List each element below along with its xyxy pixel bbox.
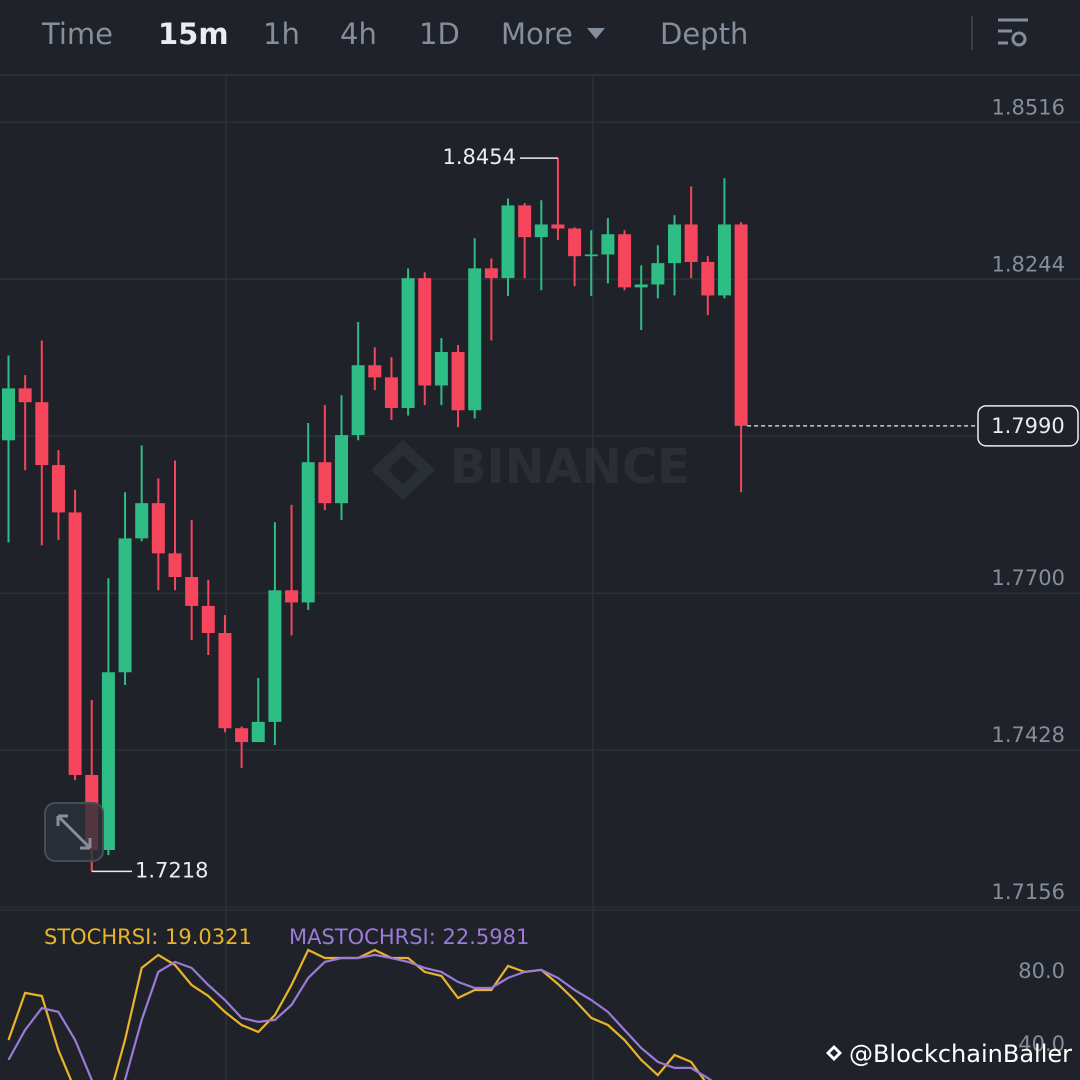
tab-bar: Time 15m 1h 4h 1D More Depth [41, 17, 748, 51]
price-chart: 1.8454 1.7218 [0, 121, 1080, 908]
candle-body [335, 435, 348, 504]
candle-body [434, 351, 448, 386]
candle-body [518, 205, 532, 238]
candle-body [468, 268, 482, 411]
candle-body [51, 465, 65, 513]
high-label: 1.8454 [443, 145, 516, 169]
candle-body [484, 268, 498, 279]
candle-body [734, 224, 748, 426]
candle-body [368, 365, 382, 378]
y-tick-label: 40.0 [1018, 1032, 1065, 1056]
stochrsi-axis: 80.0 40.0 [1018, 959, 1065, 1056]
candle-body [168, 553, 182, 578]
price-axis: 1.85161.82441.79721.77001.74281.71561.79… [747, 95, 1079, 904]
candle-body [118, 538, 132, 673]
candle-body [634, 284, 648, 288]
candle-body [18, 388, 32, 403]
candle-body [151, 503, 165, 554]
watermark-text: BINANCE [450, 439, 690, 495]
candle-body [451, 351, 465, 411]
tab[interactable]: 4h [340, 17, 377, 51]
expand-button[interactable] [44, 802, 104, 862]
candle-body [235, 728, 249, 743]
candle-body [268, 590, 282, 722]
candle-body [285, 590, 299, 603]
candle-body [534, 224, 548, 238]
candle-body [351, 365, 365, 436]
y-tick-label: 1.7700 [992, 566, 1065, 590]
indicator-line [7, 948, 706, 1080]
candle-body [35, 402, 49, 466]
dropdown-arrow[interactable] [587, 28, 605, 39]
legend-entry: MASTOCHRSI: 22.5981 [289, 925, 529, 949]
legend-entry: STOCHRSI: 19.0321 [44, 925, 252, 949]
candle-body [101, 672, 115, 850]
settings-icon[interactable] [998, 18, 1028, 47]
candle-body [651, 263, 665, 285]
tab[interactable]: More [501, 17, 573, 51]
candle-body [318, 462, 332, 504]
y-tick-label: 1.7428 [992, 723, 1065, 747]
credit: @BlockchainBaller [826, 1040, 1072, 1068]
candle-body [2, 388, 15, 441]
candle-body [501, 205, 515, 279]
y-tick-label: 1.7156 [992, 880, 1065, 904]
candle-body [717, 224, 731, 296]
candle-body [301, 462, 315, 603]
candle-body [201, 605, 215, 634]
candle-body [551, 224, 565, 229]
candle-body [135, 503, 149, 539]
candle-body [68, 512, 82, 775]
indicator-line [7, 953, 713, 1080]
candle-body [251, 721, 265, 743]
low-label: 1.7218 [135, 858, 208, 882]
candle-body [601, 234, 615, 255]
candle-body [418, 278, 432, 386]
candle-body [618, 234, 632, 288]
candle-body [701, 261, 715, 296]
y-tick-label: 1.8244 [992, 252, 1065, 276]
candle-body [684, 224, 698, 262]
tab[interactable]: 1D [419, 17, 460, 51]
candle-body [401, 278, 415, 408]
candle-body [668, 224, 681, 264]
y-tick-label: 80.0 [1018, 959, 1065, 983]
credit-text: @BlockchainBaller [849, 1040, 1072, 1068]
tab[interactable]: Depth [660, 17, 748, 51]
candle-body [568, 228, 582, 257]
candle-body [218, 633, 232, 729]
watermark: BINANCE [371, 439, 690, 500]
last-price-label: 1.7990 [991, 414, 1064, 438]
tab[interactable]: 1h [263, 17, 300, 51]
candle-body [584, 254, 598, 257]
candle-body [185, 577, 199, 606]
candle-body [384, 377, 398, 408]
tab[interactable]: 15m [158, 17, 229, 51]
y-tick-label: 1.8516 [992, 95, 1065, 119]
last-price-tag [977, 405, 1079, 447]
tab[interactable]: Time [41, 17, 113, 51]
